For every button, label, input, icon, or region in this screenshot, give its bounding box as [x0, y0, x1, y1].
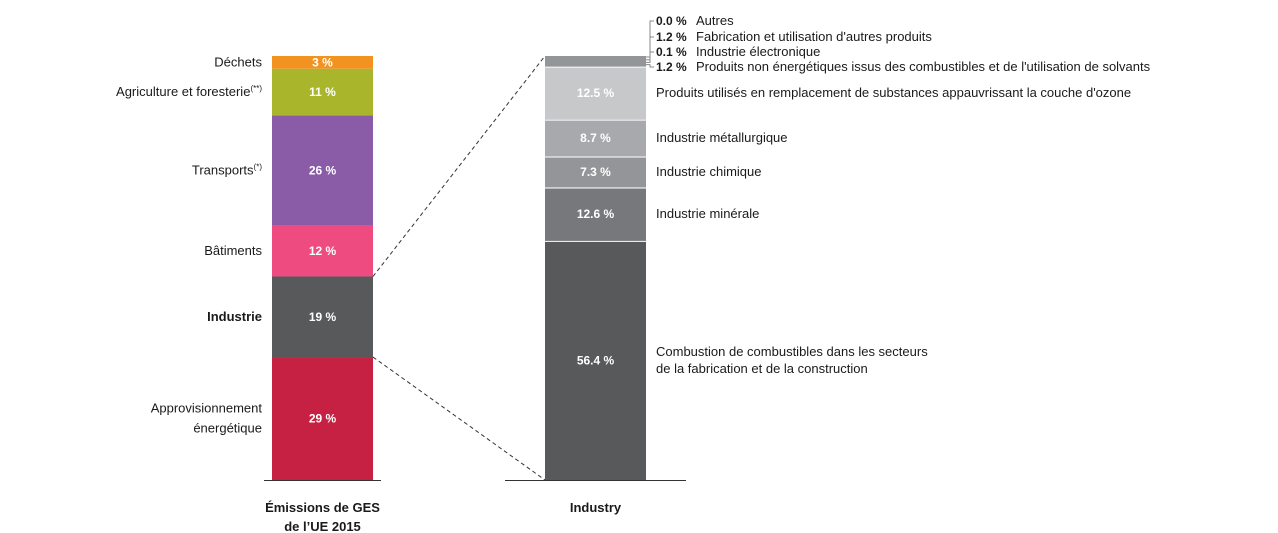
- connector-bottom: [372, 356, 546, 481]
- data-label-industrie: 19 %: [309, 310, 337, 324]
- right-axis-label: Industry: [570, 500, 622, 515]
- bar-segment-industrie-metallurgique: [545, 119, 646, 157]
- bar-segment-combustion-de-combustibles-dans-les-sect: [545, 240, 646, 480]
- data-label-industrie-minerale: 12.6 %: [577, 207, 615, 221]
- bar-segment-approvisionnement-energetique: [272, 357, 373, 480]
- category-label-industrie: Industrie: [207, 309, 262, 324]
- bar-segment-dechets: [272, 56, 373, 69]
- bar-segment-batiments: [272, 225, 373, 277]
- category-label-approvisionnement-energetique: Approvisionnement énergétique: [151, 401, 263, 436]
- leader-line-produits-non-energetiques-issus-des-comb: [646, 64, 654, 68]
- data-label-dechets: 3 %: [312, 55, 333, 69]
- data-label-agriculture-et-foresterie: 11 %: [309, 85, 336, 99]
- data-label-produits-non-energetiques-issus-des-comb: 1.2 %: [656, 60, 687, 74]
- bar-segment-produits-utilises-en-remplacement-de-sub: [545, 66, 646, 120]
- category-label-industrie-minerale: Industrie minérale: [656, 206, 759, 221]
- left-axis-label: Émissions de GES de l’UE 2015: [265, 500, 380, 533]
- bar-segment-agriculture-et-foresterie: [272, 68, 373, 116]
- category-label-agriculture-et-foresterie: Agriculture et foresterie(**): [116, 84, 262, 99]
- category-label-batiments: Bâtiments: [204, 243, 262, 258]
- bar-segment-industrie: [272, 276, 373, 358]
- leader-line-autres: [646, 20, 654, 58]
- bar-segment-industrie-minerale: [545, 187, 646, 241]
- category-label-industrie-chimique: Industrie chimique: [656, 164, 762, 179]
- category-label-combustion-de-combustibles-dans-les-sect: Combustion de combustibles dans les sect…: [656, 344, 928, 376]
- data-label-produits-utilises-en-remplacement-de-sub: 12.5 %: [577, 86, 615, 100]
- bar-segment-small-categories: [545, 56, 646, 67]
- industry-stacked-bar: 56.4 % Combustion de combustibles dans le…: [505, 13, 1151, 515]
- bar-segment-transports: [272, 115, 373, 226]
- data-label-industrie-metallurgique: 8.7 %: [580, 131, 611, 145]
- data-label-combustion-de-combustibles-dans-les-sect: 56.4 %: [577, 353, 615, 367]
- category-label-produits-utilises-en-remplacement-de-sub: Produits utilisés en remplacement de sub…: [656, 85, 1131, 100]
- category-label-dechets: Déchets: [214, 54, 262, 69]
- connector-top: [372, 55, 546, 277]
- data-label-batiments: 12 %: [309, 244, 337, 258]
- category-label-autres: Autres: [696, 13, 734, 28]
- data-label-transports: 26 %: [309, 163, 337, 177]
- eu-emissions-stacked-bar: 29 % Approvisionnement énergétique 19 % Indu…: [116, 54, 381, 533]
- category-label-transports: Transports(*): [192, 162, 262, 177]
- category-label-industrie-metallurgique: Industrie métallurgique: [656, 130, 788, 145]
- category-label-industrie-electronique: Industrie électronique: [696, 44, 820, 59]
- category-label-produits-non-energetiques-issus-des-comb: Produits non énergétiques issus des comb…: [696, 59, 1151, 74]
- data-label-fabrication-et-utilisation-d-autres-prod: 1.2 %: [656, 30, 687, 44]
- data-label-industrie-electronique: 0.1 %: [656, 45, 687, 59]
- data-label-industrie-chimique: 7.3 %: [580, 165, 611, 179]
- category-label-fabrication-et-utilisation-d-autres-prod: Fabrication et utilisation d'autres prod…: [696, 29, 932, 44]
- bar-segment-industrie-chimique: [545, 156, 646, 188]
- data-label-autres: 0.0 %: [656, 14, 687, 28]
- zoom-connectors: [372, 55, 546, 481]
- data-label-approvisionnement-energetique: 29 %: [309, 412, 337, 426]
